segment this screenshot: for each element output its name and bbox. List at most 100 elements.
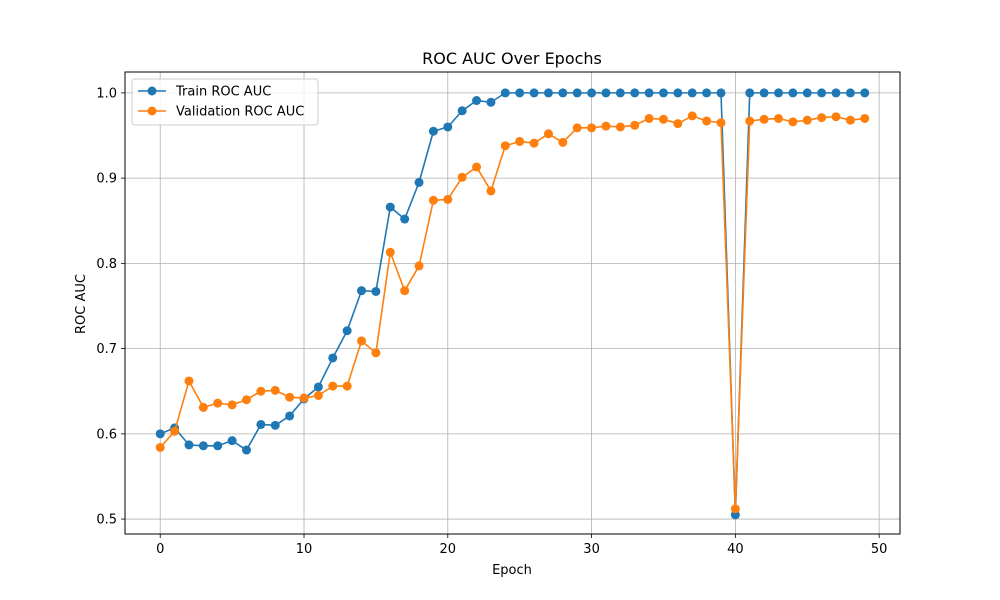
train-roc-auc-point [673, 88, 683, 98]
train-roc-auc-point [529, 88, 539, 98]
validation-roc-auc-point [241, 395, 251, 405]
validation-roc-auc-point [558, 137, 568, 147]
train-roc-auc-point [385, 202, 395, 212]
validation-roc-auc-point [587, 123, 597, 133]
train-roc-auc-point [702, 88, 712, 98]
validation-roc-auc-point [500, 141, 510, 151]
validation-roc-auc-point [543, 129, 553, 139]
validation-roc-auc-point [673, 119, 683, 129]
train-roc-auc-point [515, 88, 525, 98]
validation-roc-auc-point [285, 392, 295, 402]
validation-roc-auc-point [774, 113, 784, 123]
validation-roc-auc-point [486, 186, 496, 196]
validation-roc-auc-point [472, 162, 482, 172]
x-tick-label: 40 [727, 542, 744, 557]
y-axis-label: ROC AUC [74, 274, 89, 334]
train-roc-auc-point [342, 326, 352, 336]
train-roc-auc-point [241, 445, 251, 455]
validation-roc-auc-point [601, 121, 611, 131]
validation-roc-auc-point [213, 398, 223, 408]
x-tick-label: 0 [156, 542, 164, 557]
validation-roc-auc-point [788, 117, 798, 127]
train-roc-auc-point [687, 88, 697, 98]
y-tick-label: 0.6 [96, 427, 117, 442]
train-roc-auc-point [357, 286, 367, 296]
train-roc-auc-point [788, 88, 798, 98]
legend-marker [147, 86, 157, 96]
train-roc-auc-point [486, 97, 496, 107]
train-roc-auc-point [543, 88, 553, 98]
x-axis-label: Epoch [492, 563, 532, 578]
axes-frame [124, 71, 901, 535]
validation-roc-auc-point [328, 381, 338, 391]
train-roc-auc-point [213, 441, 223, 451]
train-roc-auc-point [500, 88, 510, 98]
validation-roc-auc-point [428, 195, 438, 205]
train-roc-auc-point [860, 88, 870, 98]
train-roc-auc-point [443, 122, 453, 132]
validation-roc-auc-point [831, 112, 841, 122]
x-tick-label: 10 [296, 542, 313, 557]
legend-label: Validation ROC AUC [176, 105, 304, 120]
train-roc-auc-point [658, 88, 668, 98]
y-tick-label: 0.9 [96, 172, 117, 187]
validation-roc-auc-point [227, 400, 237, 410]
validation-roc-auc-point [256, 386, 266, 396]
validation-roc-auc-point [457, 172, 467, 182]
validation-roc-auc-point [702, 116, 712, 126]
plot-area: 0 10 20 30 40 50 0.5 0.6 0.7 0.8 0.9 1.0 Train ROC A… [96, 71, 901, 557]
train-roc-auc-point [587, 88, 597, 98]
train-roc-auc-point [414, 177, 424, 187]
y-tick-label: 0.8 [96, 257, 117, 272]
validation-roc-auc-point [270, 385, 280, 395]
validation-roc-auc-point [845, 115, 855, 125]
validation-roc-auc-point [385, 247, 395, 257]
validation-roc-auc-point [170, 426, 180, 436]
validation-roc-auc-point [155, 442, 165, 452]
validation-roc-auc-point [357, 336, 367, 346]
chart-title: ROC AUC Over Epochs [422, 49, 602, 68]
train-roc-auc-point [371, 286, 381, 296]
train-roc-auc-point [472, 96, 482, 106]
train-roc-auc-point [457, 106, 467, 116]
validation-roc-auc-point [515, 136, 525, 146]
train-roc-auc-point [572, 88, 582, 98]
train-roc-auc-point [759, 88, 769, 98]
y-tick-label: 0.5 [96, 513, 117, 528]
validation-roc-auc-point [371, 348, 381, 358]
train-roc-auc-point [601, 88, 611, 98]
x-tick-label: 50 [871, 542, 888, 557]
y-tick-label: 0.7 [96, 342, 117, 357]
train-roc-auc-point [400, 214, 410, 224]
x-tick-label: 20 [440, 542, 457, 557]
validation-roc-auc-point [615, 122, 625, 132]
train-roc-auc-point [198, 441, 208, 451]
legend-label: Train ROC AUC [175, 85, 271, 100]
validation-roc-auc-point [630, 120, 640, 130]
train-roc-auc-point [802, 88, 812, 98]
validation-roc-auc-point [529, 138, 539, 148]
validation-roc-auc-point [342, 381, 352, 391]
train-roc-auc-point [774, 88, 784, 98]
legend-box [131, 78, 319, 126]
train-roc-auc-point [558, 88, 568, 98]
train-roc-auc-point [845, 88, 855, 98]
validation-roc-auc-point [745, 116, 755, 126]
train-roc-auc-point [817, 88, 827, 98]
train-roc-auc-point [227, 436, 237, 446]
validation-roc-auc-point [443, 194, 453, 204]
validation-roc-auc-point [759, 114, 769, 124]
validation-roc-auc-point [817, 113, 827, 123]
train-roc-auc-point [313, 382, 323, 392]
train-roc-auc-point [155, 429, 165, 439]
train-roc-auc-point [428, 126, 438, 136]
train-roc-auc-point [644, 88, 654, 98]
validation-roc-auc-point [644, 113, 654, 123]
validation-roc-auc-point [658, 114, 668, 124]
train-roc-auc-point [716, 88, 726, 98]
train-roc-auc-point [256, 419, 266, 429]
train-roc-auc-point [285, 411, 295, 421]
validation-roc-auc-point [730, 504, 740, 514]
legend-marker [147, 106, 157, 116]
